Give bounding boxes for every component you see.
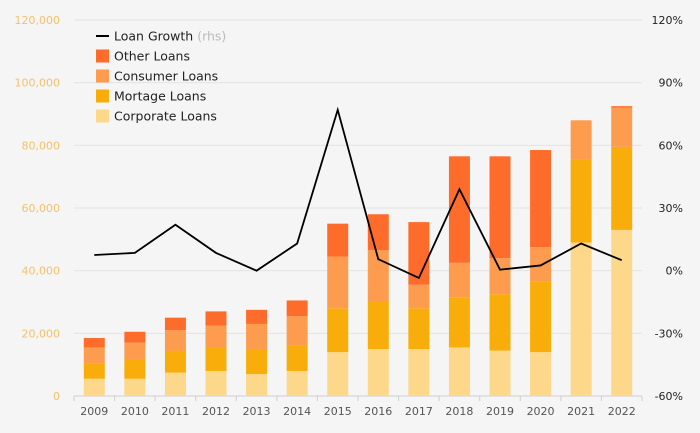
left-axis-tick-label: 80,000 [22,139,61,152]
bar-segment-corporate-loans [570,242,592,396]
bar-segment-corporate-loans [367,349,389,396]
bar-segment-corporate-loans [611,229,633,396]
left-axis-tick-label: 0 [53,390,60,403]
legend-label: Loan Growth (rhs) [114,29,226,44]
bar-segment-consumer-loans [489,258,511,295]
bar-segment-consumer-loans [286,316,308,346]
bar-segment-mortage-loans [367,302,389,349]
bar-segment-consumer-loans [327,256,349,309]
bar-segment-corporate-loans [448,347,470,396]
bar-segment-consumer-loans [448,262,470,298]
loan-growth-line [94,106,623,280]
legend-label: Consumer Loans [114,69,218,84]
legend: Loan Growth (rhs) Other Loans Consumer Loan… [96,29,226,124]
bar-segment-mortage-loans [164,350,186,373]
bar-segment-corporate-loans [164,372,186,396]
x-axis-tick-label: 2017 [405,405,433,418]
bar-segment-corporate-loans [205,370,227,396]
right-axis-tick-label: 0% [666,265,683,278]
bar-segment-mortage-loans [246,349,268,375]
bar-segment-consumer-loans [530,247,552,282]
bar-segment-corporate-loans [530,352,552,396]
legend-swatch [96,109,109,123]
legend-swatch [96,49,109,63]
bar-segment-other-loans [83,338,105,348]
bar-segment-mortage-loans [205,347,227,371]
x-axis-tick-label: 2013 [243,405,271,418]
right-axis-tick-label: 60% [659,139,683,152]
x-axis-tick-label: 2021 [567,405,595,418]
legend-label: Other Loans [114,49,190,64]
left-axis-tick-label: 100,000 [15,77,61,90]
x-axis-tick-label: 2022 [608,405,636,418]
bar-segment-consumer-loans [124,342,146,360]
right-axis-tick-label: -30% [655,327,683,340]
bar-segment-consumer-loans [570,120,592,160]
bar-segment-consumer-loans [164,330,186,351]
x-axis-tick-label: 2018 [445,405,473,418]
bar-segment-consumer-loans [408,284,430,309]
bar-segment-mortage-loans [286,345,308,371]
x-axis-tick-label: 2015 [324,405,352,418]
bar-segment-other-loans [164,317,186,331]
bar-segment-other-loans [408,222,430,285]
left-axis-tick-label: 60,000 [22,202,61,215]
legend-swatch [96,89,109,103]
right-axis-tick-label: 30% [659,202,683,215]
bar-segment-consumer-loans [367,250,389,302]
bar-segment-corporate-loans [327,352,349,396]
bar-segment-corporate-loans [408,349,430,396]
bar-segment-corporate-loans [489,350,511,396]
x-axis-tick-label: 2019 [486,405,514,418]
left-axis-tick-label: 40,000 [22,265,61,278]
bar-segment-mortage-loans [448,297,470,348]
bar-segment-other-loans [611,106,633,108]
bar-segment-mortage-loans [124,359,146,379]
axes: 0 20,000 40,000 60,000 80,000 100,000 120,000 -… [15,14,684,418]
bar-series [83,106,633,396]
bar-segment-corporate-loans [246,374,268,396]
bar-segment-mortage-loans [611,146,633,230]
bar-segment-other-loans [530,150,552,248]
right-axis-tick-label: 120% [652,14,683,27]
loan-growth-line-layer [94,106,623,280]
left-axis-tick-label: 120,000 [15,14,61,27]
bar-segment-other-loans [448,156,470,263]
bar-segment-corporate-loans [124,378,146,396]
bar-segment-other-loans [246,309,268,324]
bar-segment-consumer-loans [246,323,268,349]
bar-segment-consumer-loans [83,347,105,364]
x-axis-tick-label: 2016 [364,405,392,418]
legend-swatch [96,69,109,83]
bar-segment-mortage-loans [570,159,592,243]
bar-segment-other-loans [327,223,349,257]
bar-segment-consumer-loans [205,325,227,348]
bar-segment-mortage-loans [327,308,349,353]
bar-segment-mortage-loans [83,363,105,379]
bar-segment-corporate-loans [83,378,105,396]
x-axis-tick-label: 2010 [121,405,149,418]
x-axis-tick-label: 2014 [283,405,311,418]
x-axis-tick-label: 2012 [202,405,230,418]
legend-label: Mortage Loans [114,89,206,104]
right-axis-tick-label: -60% [655,390,683,403]
legend-label: Corporate Loans [114,109,217,124]
bar-segment-other-loans [489,156,511,259]
bar-segment-other-loans [286,300,308,317]
x-axis-tick-label: 2011 [161,405,189,418]
x-axis-tick-label: 2020 [527,405,555,418]
x-axis-tick-label: 2009 [80,405,108,418]
bar-segment-other-loans [205,311,227,326]
bar-segment-consumer-loans [611,107,633,147]
bar-segment-corporate-loans [286,370,308,396]
bar-segment-mortage-loans [530,281,552,353]
left-axis-tick-label: 20,000 [22,327,61,340]
bar-segment-mortage-loans [408,308,430,349]
right-axis-tick-label: 90% [659,77,683,90]
bar-segment-other-loans [124,331,146,343]
bar-segment-mortage-loans [489,294,511,351]
